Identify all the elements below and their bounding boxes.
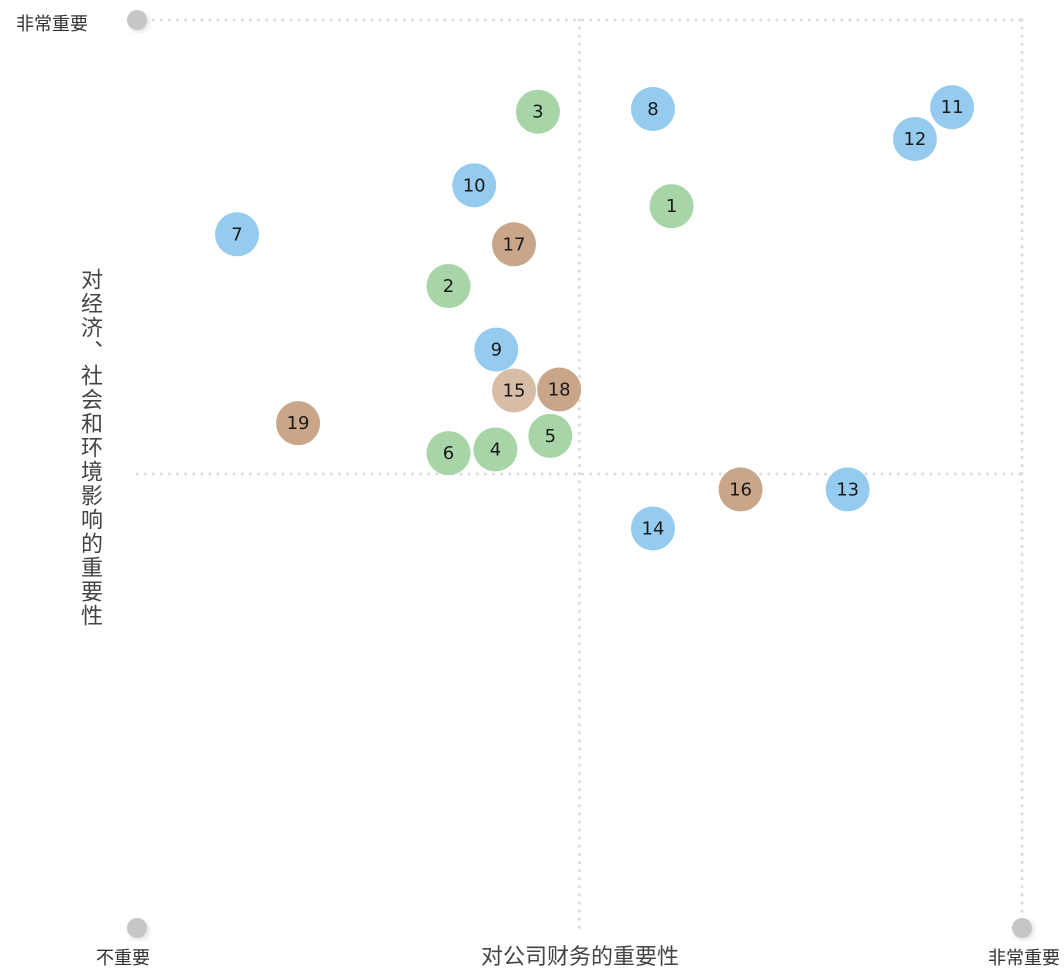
data-point-circle [892,116,937,161]
data-point-1: 1 [649,184,694,229]
data-point-5: 5 [528,413,573,458]
data-point-circle [930,85,975,130]
data-point-2: 2 [426,264,471,309]
data-point-label: 8 [647,99,658,120]
data-point-label: 15 [503,380,526,401]
data-point-circle [630,86,675,131]
data-point-16: 16 [718,467,763,512]
origin-dot [127,918,147,938]
data-point-label: 2 [443,276,454,297]
data-point-circle [426,264,471,309]
data-point-3: 3 [515,89,560,134]
data-point-label: 3 [532,102,543,123]
data-point-circle [718,467,763,512]
data-point-circle [537,367,582,412]
data-point-circle [474,327,519,372]
data-point-label: 17 [503,234,526,255]
data-point-label: 13 [836,479,859,500]
data-point-label: 7 [231,224,242,245]
data-point-circle [630,506,675,551]
data-point-circle [492,368,537,413]
data-point-circle [215,212,260,257]
data-point-label: 1 [666,196,677,217]
data-point-4: 4 [473,427,518,472]
data-point-17: 17 [492,222,537,267]
data-point-12: 12 [892,116,937,161]
data-point-circle [276,401,321,446]
data-point-label: 11 [941,97,964,118]
data-point-circle [528,413,573,458]
axes [127,10,1032,938]
y-axis-title: 对经济、社会和环境影响的重要性 [77,268,102,628]
data-point-18: 18 [537,367,582,412]
data-point-11: 11 [930,85,975,130]
grid-lines [135,18,1024,930]
data-point-label: 4 [490,439,501,460]
data-point-label: 5 [545,426,556,447]
data-point-circle [492,222,537,267]
data-point-7: 7 [215,212,260,257]
data-point-label: 14 [642,518,665,539]
data-point-label: 12 [903,129,926,150]
y-axis-max-label: 非常重要 [16,14,88,35]
data-point-circle [515,89,560,134]
data-point-label: 18 [548,380,571,401]
data-point-label: 9 [491,340,502,361]
data-point-8: 8 [630,86,675,131]
data-point-label: 6 [443,443,454,464]
data-point-15: 15 [492,368,537,413]
data-point-label: 19 [287,413,310,434]
data-point-9: 9 [474,327,519,372]
data-point-13: 13 [825,467,870,512]
data-point-6: 6 [426,431,471,476]
data-point-label: 16 [729,479,752,500]
data-point-circle [649,184,694,229]
x-axis-title: 对公司财务的重要性 [480,945,679,970]
y-axis-end-dot [127,10,147,30]
x-axis-max-label: 非常重要 [988,948,1060,969]
data-point-label: 10 [463,175,486,196]
data-point-circle [825,467,870,512]
data-point-circle [473,427,518,472]
data-point-circle [426,431,471,476]
data-point-10: 10 [452,163,497,208]
data-point-circle [452,163,497,208]
data-point-14: 14 [630,506,675,551]
x-axis-end-dot [1012,918,1032,938]
data-point-19: 19 [276,401,321,446]
x-axis-min-label: 不重要 [96,948,150,969]
